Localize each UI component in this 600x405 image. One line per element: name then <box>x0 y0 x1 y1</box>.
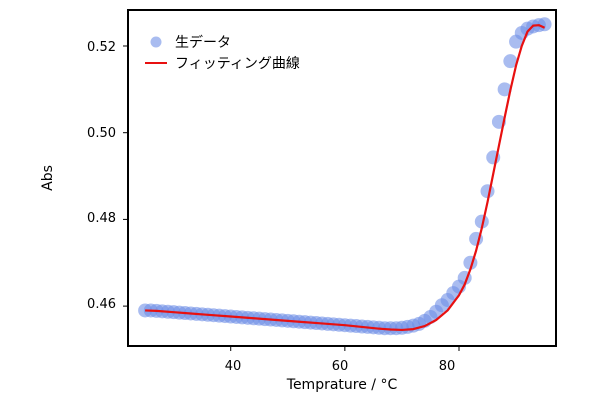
legend-marker-raw-data <box>150 36 162 48</box>
y-tick-label: 0.50 <box>87 126 116 141</box>
plot-area-frame <box>127 9 557 347</box>
legend-label-fit-curve: フィッティング曲線 <box>175 56 300 72</box>
y-tick-label: 0.46 <box>87 297 116 312</box>
legend-label-raw-data: 生データ <box>175 34 231 51</box>
data-point <box>480 184 495 199</box>
x-axis-label: Temprature / °C <box>286 377 398 393</box>
fit-curve-line <box>145 24 546 332</box>
x-tick-label: 80 <box>439 359 456 374</box>
y-tick-labels: 0.46 0.48 0.50 0.52 <box>87 40 116 312</box>
data-point <box>537 17 552 32</box>
x-tick-label: 40 <box>225 359 242 374</box>
x-tick-labels: 40 60 80 <box>225 359 456 374</box>
data-point <box>497 82 512 97</box>
y-tick-label: 0.48 <box>87 211 116 226</box>
data-point <box>474 214 489 229</box>
data-point <box>503 54 518 69</box>
x-tick-label: 60 <box>332 359 349 374</box>
y-tick-label: 0.52 <box>87 40 116 55</box>
legend: 生データ フィッティング曲線 <box>145 34 300 72</box>
y-axis-label: Abs <box>40 165 56 191</box>
